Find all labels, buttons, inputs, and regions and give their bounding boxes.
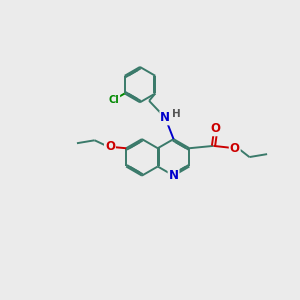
Text: N: N	[160, 111, 170, 124]
Text: H: H	[172, 110, 181, 119]
Text: Cl: Cl	[109, 94, 119, 105]
Text: O: O	[105, 140, 115, 153]
Text: O: O	[230, 142, 240, 155]
Text: N: N	[169, 169, 178, 182]
Text: O: O	[211, 122, 221, 135]
